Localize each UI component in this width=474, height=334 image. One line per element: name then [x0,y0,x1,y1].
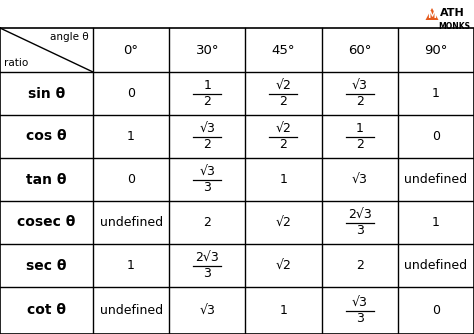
Text: cot θ: cot θ [27,304,66,318]
Text: 2: 2 [280,95,287,108]
Text: √3: √3 [352,79,368,92]
Text: 2: 2 [203,138,211,151]
Text: 60°: 60° [348,43,372,56]
Text: 2: 2 [203,95,211,108]
Text: 1: 1 [127,130,135,143]
Text: 2: 2 [203,216,211,229]
Text: √3: √3 [200,304,215,317]
Text: √3: √3 [352,173,368,186]
Text: 1: 1 [280,173,287,186]
Text: 1: 1 [203,79,211,92]
Text: 45°: 45° [272,43,295,56]
Text: 1: 1 [432,87,440,100]
Text: √3: √3 [352,296,368,309]
Text: √3: √3 [200,165,215,178]
Text: ATH: ATH [439,8,464,18]
Text: 3: 3 [203,267,211,280]
Text: 0: 0 [432,130,440,143]
Text: 0: 0 [127,173,135,186]
Text: 2√3: 2√3 [348,208,372,221]
Text: 0°: 0° [124,43,138,56]
Text: √2: √2 [275,79,292,92]
Text: cos θ: cos θ [26,130,67,144]
Text: undefined: undefined [100,216,163,229]
Text: tan θ: tan θ [26,172,67,186]
Text: angle θ: angle θ [50,32,89,42]
Text: √2: √2 [275,122,292,135]
Text: 2: 2 [356,95,364,108]
Text: undefined: undefined [404,259,467,272]
Text: 3: 3 [356,224,364,237]
Text: undefined: undefined [404,173,467,186]
Polygon shape [426,8,438,20]
Text: 2: 2 [280,138,287,151]
Text: undefined: undefined [100,304,163,317]
Text: 3: 3 [203,181,211,194]
Text: 2: 2 [356,259,364,272]
Text: 1: 1 [356,122,364,135]
Text: sin θ: sin θ [28,87,65,101]
Text: 0: 0 [127,87,135,100]
Text: cosec θ: cosec θ [18,215,76,229]
Text: ratio: ratio [4,58,28,68]
Text: 2: 2 [356,138,364,151]
Text: 0: 0 [432,304,440,317]
Text: √2: √2 [275,216,292,229]
Text: 3: 3 [356,312,364,325]
Text: 2√3: 2√3 [195,251,219,264]
Text: 1: 1 [280,304,287,317]
Text: MONKS: MONKS [438,22,470,31]
Text: √2: √2 [275,259,292,272]
Text: √3: √3 [200,122,215,135]
Text: M: M [428,11,437,20]
Text: sec θ: sec θ [26,259,67,273]
Text: 90°: 90° [424,43,447,56]
Text: 1: 1 [127,259,135,272]
Text: 30°: 30° [196,43,219,56]
Text: 1: 1 [432,216,440,229]
